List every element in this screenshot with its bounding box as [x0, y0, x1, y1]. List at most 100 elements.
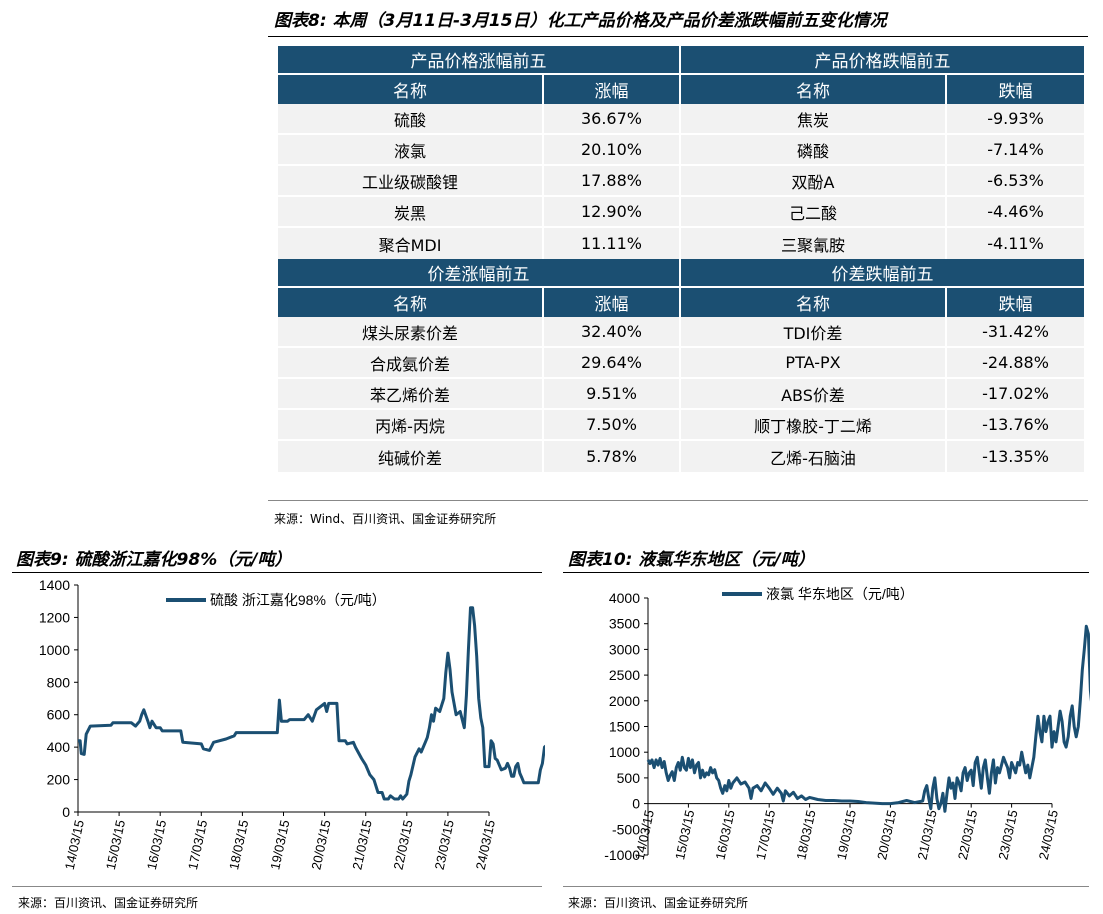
down-name-cell: 双酚A — [681, 166, 947, 197]
up-value-cell: 9.51% — [544, 379, 681, 410]
up-name-cell: 丙烯-丙烷 — [278, 410, 544, 441]
x-tick-label: 20/03/15 — [308, 819, 333, 872]
up-name-cell: 合成氨价差 — [278, 348, 544, 379]
y-tick-label: 3000 — [609, 641, 640, 657]
col-up: 涨幅 — [544, 288, 681, 317]
col-name: 名称 — [681, 75, 947, 104]
x-tick-label: 15/03/15 — [672, 809, 697, 862]
up-value-cell: 36.67% — [544, 104, 681, 135]
col-name: 名称 — [681, 288, 947, 317]
table-row: 煤头尿素价差 32.40% TDI价差 -31.42% — [278, 317, 1084, 348]
fig10-title: 图表10: 液氯华东地区（元/吨） — [568, 550, 815, 570]
y-tick-label: 1500 — [609, 719, 640, 735]
fig10-chart: -1000 -500 0 500 1000 1500 2000 2500 3000 3500 400… — [604, 586, 1090, 863]
fig8-source: 来源：Wind、百川资讯、国金证券研究所 — [274, 512, 497, 526]
down-name-cell: 己二酸 — [681, 197, 947, 228]
fig9-source: 来源：百川资讯、国金证券研究所 — [18, 896, 199, 910]
y-tick-label: 4000 — [609, 590, 640, 606]
spread-up-header: 价差涨幅前五 — [278, 259, 681, 288]
down-value-cell: -13.35% — [947, 441, 1084, 472]
up-name-cell: 煤头尿素价差 — [278, 317, 544, 348]
x-tick-label: 24/03/15 — [1036, 809, 1061, 862]
x-tick-label: 21/03/15 — [915, 809, 940, 862]
x-tick-label: 19/03/15 — [834, 809, 859, 862]
x-tick-label: 24/03/15 — [473, 819, 498, 872]
table-row: 纯碱价差 5.78% 乙烯-石脑油 -13.35% — [278, 441, 1084, 472]
x-tick-label: 22/03/15 — [955, 809, 980, 862]
down-value-cell: -6.53% — [947, 166, 1084, 197]
table-row: 炭黑 12.90% 己二酸 -4.46% — [278, 197, 1084, 228]
spread-section-header: 价差涨幅前五 价差跌幅前五 — [278, 259, 1084, 288]
x-tick-label: 14/03/15 — [62, 819, 87, 872]
down-name-cell: 焦炭 — [681, 104, 947, 135]
fig8-title: 图表8: 本周（3月11日-3月15日）化工产品价格及产品价差涨跌幅前五变化情况 — [274, 11, 887, 31]
x-tick-label: 19/03/15 — [267, 819, 292, 872]
down-name-cell: PTA-PX — [681, 348, 947, 379]
y-tick-label: 800 — [47, 674, 71, 690]
fig10-top-rule — [563, 572, 1089, 573]
table-row: 合成氨价差 29.64% PTA-PX -24.88% — [278, 348, 1084, 379]
y-tick-label: 0 — [632, 796, 640, 812]
down-name-cell: 磷酸 — [681, 135, 947, 166]
x-tick-label: 20/03/15 — [874, 809, 899, 862]
down-value-cell: -17.02% — [947, 379, 1084, 410]
table-row: 硫酸 36.67% 焦炭 -9.93% — [278, 104, 1084, 135]
x-tick-label: 23/03/15 — [432, 819, 457, 872]
y-tick-label: -500 — [612, 821, 640, 837]
fig8-bottom-rule — [268, 500, 1088, 501]
fig8-top-rule — [268, 36, 1088, 37]
x-tick-label: 22/03/15 — [391, 819, 416, 872]
price-up-header: 产品价格涨幅前五 — [278, 46, 681, 75]
fig10-source: 来源：百川资讯、国金证券研究所 — [568, 896, 749, 910]
x-tick-label: 17/03/15 — [753, 809, 778, 862]
y-tick-label: 2000 — [609, 693, 640, 709]
y-tick-label: 2500 — [609, 667, 640, 683]
down-value-cell: -24.88% — [947, 348, 1084, 379]
y-tick-label: 3500 — [609, 616, 640, 632]
x-tick-label: 16/03/15 — [144, 819, 169, 872]
y-tick-label: 1000 — [39, 642, 70, 658]
up-value-cell: 11.11% — [544, 228, 681, 259]
table-row: 苯乙烯价差 9.51% ABS价差 -17.02% — [278, 379, 1084, 410]
x-tick-label: 18/03/15 — [793, 809, 818, 862]
y-tick-label: 500 — [617, 770, 641, 786]
table-row: 工业级碳酸锂 17.88% 双酚A -6.53% — [278, 166, 1084, 197]
up-value-cell: 7.50% — [544, 410, 681, 441]
down-value-cell: -4.11% — [947, 228, 1084, 259]
up-value-cell: 20.10% — [544, 135, 681, 166]
down-name-cell: TDI价差 — [681, 317, 947, 348]
y-tick-label: 0 — [62, 804, 70, 820]
spread-column-header: 名称 涨幅 名称 跌幅 — [278, 288, 1084, 317]
price-section-header: 产品价格涨幅前五 产品价格跌幅前五 — [278, 46, 1084, 75]
y-tick-label: -1000 — [604, 847, 640, 863]
up-value-cell: 29.64% — [544, 348, 681, 379]
price-column-header: 名称 涨幅 名称 跌幅 — [278, 75, 1084, 104]
y-tick-label: 200 — [47, 772, 71, 788]
down-value-cell: -13.76% — [947, 410, 1084, 441]
down-value-cell: -4.46% — [947, 197, 1084, 228]
down-value-cell: -9.93% — [947, 104, 1084, 135]
down-value-cell: -31.42% — [947, 317, 1084, 348]
fig10-bottom-rule — [563, 886, 1089, 887]
up-name-cell: 硫酸 — [278, 104, 544, 135]
legend-label: 液氯 华东地区（元/吨） — [766, 586, 914, 602]
down-name-cell: 乙烯-石脑油 — [681, 441, 947, 472]
up-name-cell: 液氯 — [278, 135, 544, 166]
fig8-table: 产品价格涨幅前五 产品价格跌幅前五 名称 涨幅 名称 跌幅 硫酸 36.67% 焦炭… — [278, 46, 1084, 472]
series-line — [78, 606, 545, 801]
down-name-cell: ABS价差 — [681, 379, 947, 410]
col-name: 名称 — [278, 75, 544, 104]
up-name-cell: 苯乙烯价差 — [278, 379, 544, 410]
table-row: 聚合MDI 11.11% 三聚氰胺 -4.11% — [278, 228, 1084, 259]
col-down: 跌幅 — [947, 288, 1084, 317]
x-tick-label: 16/03/15 — [713, 809, 738, 862]
down-name-cell: 顺丁橡胶-丁二烯 — [681, 410, 947, 441]
up-name-cell: 聚合MDI — [278, 228, 544, 259]
spread-down-header: 价差跌幅前五 — [681, 259, 1084, 288]
up-name-cell: 炭黑 — [278, 197, 544, 228]
y-tick-label: 1200 — [39, 609, 70, 625]
fig9-chart: 0 200 400 600 800 1000 1200 1400 14/03/15 15/03/1… — [39, 577, 545, 872]
up-name-cell: 纯碱价差 — [278, 441, 544, 472]
y-tick-label: 400 — [47, 739, 71, 755]
series-line — [646, 624, 1090, 813]
